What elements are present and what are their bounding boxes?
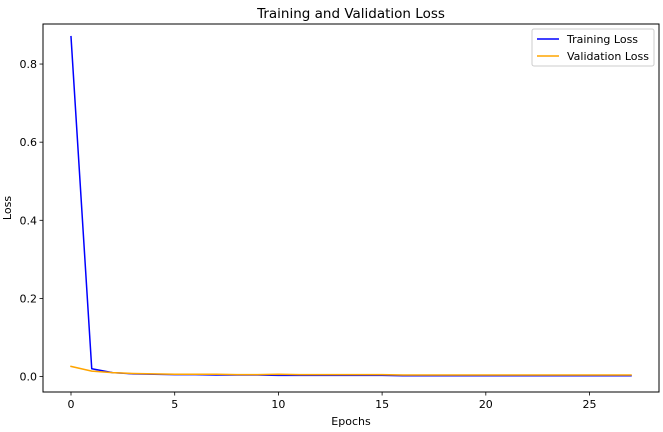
y-tick-label: 0.6 bbox=[20, 136, 38, 149]
x-tick-label: 0 bbox=[68, 398, 75, 411]
x-tick-label: 10 bbox=[271, 398, 285, 411]
x-tick-label: 20 bbox=[479, 398, 493, 411]
y-axis-ticks: 0.0 0.2 0.4 0.6 0.8 bbox=[20, 58, 43, 384]
x-axis-label: Epochs bbox=[331, 415, 371, 428]
y-tick-label: 0.4 bbox=[20, 214, 38, 227]
legend: Training Loss Validation Loss bbox=[531, 28, 655, 67]
y-tick-label: 0.0 bbox=[20, 371, 38, 384]
axes-frame bbox=[42, 23, 660, 393]
legend-label-training-loss: Training Loss bbox=[566, 33, 638, 46]
x-tick-label: 25 bbox=[583, 398, 597, 411]
y-axis-label: Loss bbox=[1, 196, 14, 220]
legend-label-validation-loss: Validation Loss bbox=[567, 50, 649, 63]
x-axis-ticks: 0 5 10 15 20 25 bbox=[68, 392, 597, 411]
legend-box bbox=[531, 28, 655, 67]
chart-title: Training and Validation Loss bbox=[256, 6, 445, 22]
series-line-validation-loss bbox=[70, 365, 632, 376]
x-tick-label: 15 bbox=[375, 398, 389, 411]
y-tick-label: 0.8 bbox=[20, 58, 38, 71]
x-tick-label: 5 bbox=[171, 398, 178, 411]
y-tick-label: 0.2 bbox=[20, 292, 38, 305]
plot-area bbox=[70, 35, 632, 377]
